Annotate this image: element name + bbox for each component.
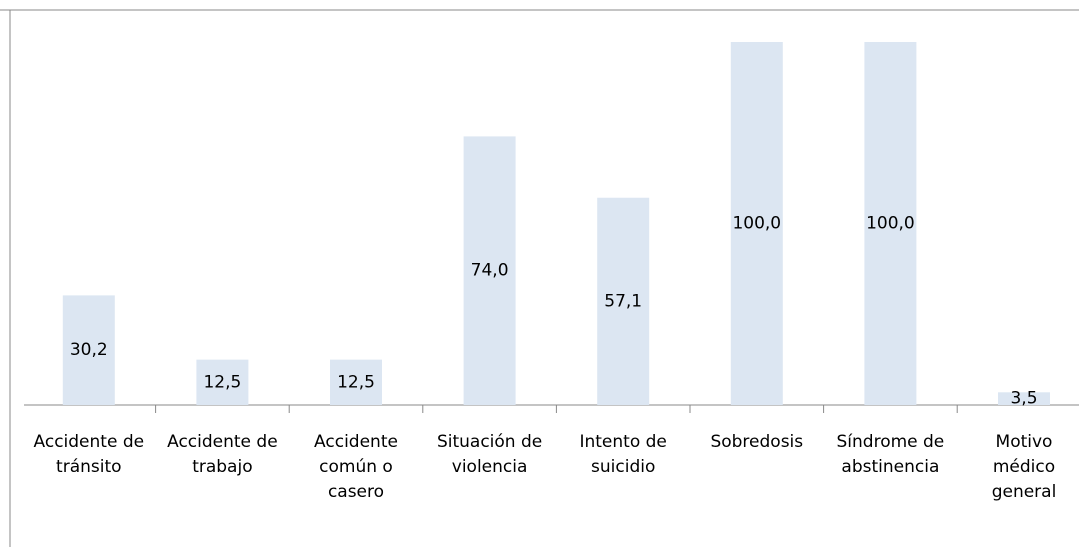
x-tick-label: Accidente común o casero: [314, 432, 398, 502]
value-label: 3,5: [1010, 389, 1037, 409]
value-label: 74,0: [471, 261, 509, 281]
bar: [597, 197, 650, 405]
x-tick-label: Situación de violencia: [436, 432, 543, 477]
bar: [864, 42, 917, 405]
bar: [330, 359, 382, 405]
value-label: 57,1: [604, 291, 642, 311]
bar: [463, 136, 516, 405]
bar: [62, 295, 115, 405]
bar: [998, 392, 1050, 405]
value-label: 100,0: [866, 214, 915, 234]
x-tick-label: Sobredosis: [710, 432, 804, 452]
x-tick-label: Accidente de tránsito: [33, 432, 145, 477]
value-label: 12,5: [203, 372, 241, 392]
x-tick-label: Accidente de trabajo: [167, 432, 278, 477]
value-label: 100,0: [732, 214, 781, 234]
x-tick-label: Intento de suicidio: [579, 432, 667, 477]
bar: [730, 42, 783, 405]
x-tick-label: Motivo médico general: [991, 432, 1057, 502]
value-label: 12,5: [337, 372, 375, 392]
value-label: 30,2: [70, 340, 108, 360]
bar: [196, 359, 249, 405]
x-tick-label: Síndrome de abstinencia: [836, 432, 945, 477]
